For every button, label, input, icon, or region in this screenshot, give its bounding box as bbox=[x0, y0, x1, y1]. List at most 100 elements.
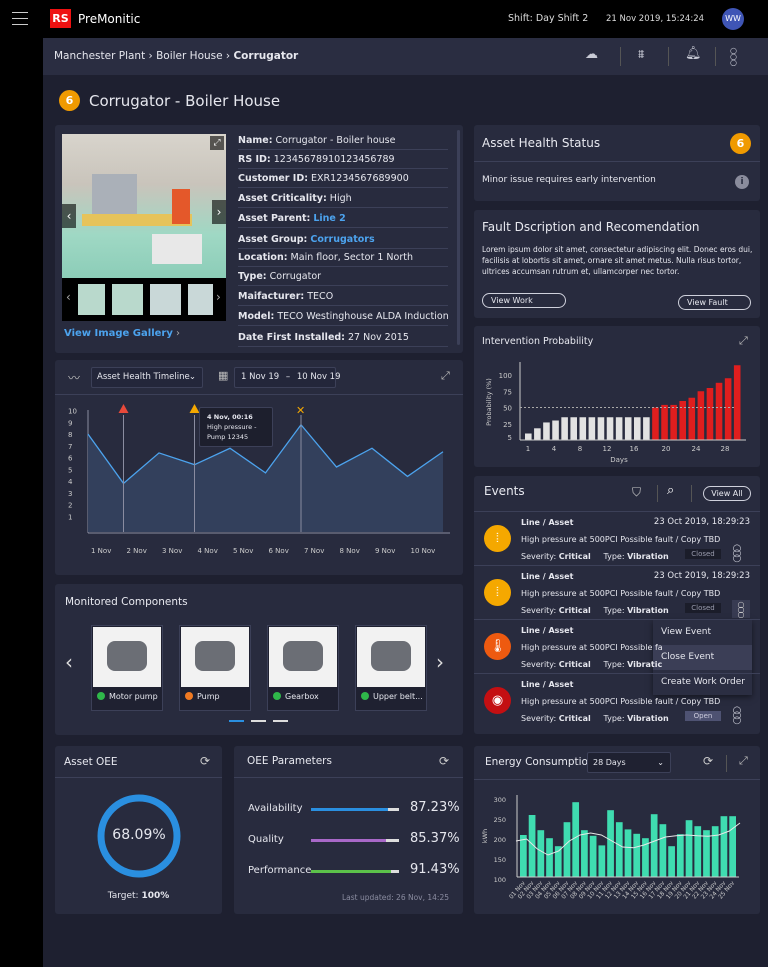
component-card[interactable]: Pump bbox=[179, 625, 251, 711]
asset-health-status-panel: Asset Health Status 6 Minor issue requir… bbox=[474, 125, 760, 201]
energy-bar bbox=[520, 835, 527, 877]
cloud-upload-icon[interactable]: ☁ bbox=[585, 47, 598, 62]
panel-title: Events bbox=[484, 484, 525, 498]
pagination-dot-active[interactable] bbox=[229, 720, 244, 722]
y-tick-label: 250 bbox=[494, 816, 506, 824]
carousel-prev-icon[interactable]: ‹ bbox=[65, 650, 73, 674]
event-item[interactable]: 🌡︎ Line / Asset High pressure at 500PCI Po… bbox=[474, 619, 760, 673]
asset-image[interactable]: ‹ › ⤢ bbox=[62, 134, 226, 278]
refresh-icon[interactable]: ⟳ bbox=[439, 754, 450, 768]
expand-icon[interactable]: ⤢ bbox=[441, 369, 450, 382]
view-image-gallery-link[interactable]: View Image Gallery › bbox=[64, 328, 181, 339]
image-next-button[interactable]: › bbox=[212, 200, 226, 224]
carousel-next-icon[interactable]: › bbox=[436, 650, 444, 674]
filter-icon[interactable]: ⛉ bbox=[632, 485, 642, 499]
view-work-button[interactable]: View Work bbox=[482, 293, 566, 308]
more-options-icon[interactable]: ○ ○ ○ bbox=[730, 46, 737, 67]
view-all-button[interactable]: View All bbox=[703, 486, 751, 501]
menu-item-create-work-order[interactable]: Create Work Order bbox=[661, 677, 745, 687]
thumb-prev-icon[interactable]: ‹ bbox=[66, 290, 71, 304]
y-tick-label: 10 bbox=[68, 408, 77, 416]
more-options-icon[interactable]: ○ ○ ○ bbox=[737, 600, 745, 619]
event-options-button-active[interactable]: ○ ○ ○ bbox=[732, 600, 750, 619]
calendar-icon[interactable]: ▦ bbox=[218, 369, 229, 382]
info-value[interactable]: Line 2 bbox=[313, 213, 346, 224]
asset-oee-panel: Asset OEE ⟳ 68.09% Target: 100% bbox=[55, 746, 222, 914]
current-datetime: 21 Nov 2019, 15:24:24 bbox=[606, 14, 705, 24]
pump-image bbox=[181, 627, 249, 687]
info-row: Asset Group: Corrugators bbox=[238, 230, 448, 249]
event-status-badge: Open bbox=[685, 711, 721, 721]
timeline-selector[interactable]: Asset Health Timeline ⌄ bbox=[91, 367, 203, 388]
thumbnail[interactable] bbox=[78, 284, 105, 315]
info-label: Date First Installed: bbox=[238, 332, 345, 343]
date-range-input[interactable]: 1 Nov 19 – 10 Nov 19 bbox=[234, 367, 341, 388]
thumbnail-strip: ‹ › bbox=[62, 278, 226, 321]
event-item[interactable]: ⦙ Line / Asset 23 Oct 2019, 18:29:23 High p… bbox=[474, 511, 760, 565]
info-icon[interactable]: i bbox=[735, 175, 749, 189]
info-row: Asset Criticality: High bbox=[238, 189, 448, 208]
panel-title: Asset OEE bbox=[64, 756, 118, 768]
pagination-dot[interactable] bbox=[273, 720, 288, 722]
image-prev-button[interactable]: ‹ bbox=[62, 204, 76, 228]
thumbnail[interactable] bbox=[188, 284, 213, 315]
info-row: Location: Main floor, Sector 1 North bbox=[238, 248, 448, 267]
component-card[interactable]: Gearbox bbox=[267, 625, 339, 711]
component-name: Motor pump bbox=[97, 692, 158, 701]
event-item[interactable]: ⦙ Line / Asset 23 Oct 2019, 18:29:23 High p… bbox=[474, 565, 760, 619]
info-value[interactable]: Corrugators bbox=[310, 234, 375, 245]
event-description: High pressure at 500PCI Possible fault /… bbox=[521, 535, 721, 544]
more-options-icon[interactable]: ○ ○ ○ bbox=[732, 705, 742, 726]
info-label: Customer ID: bbox=[238, 173, 309, 184]
event-path: Line / Asset bbox=[521, 680, 574, 689]
y-tick-label: 9 bbox=[68, 419, 72, 427]
pagination-dot[interactable] bbox=[251, 720, 266, 722]
period-select[interactable]: 28 Days ⌄ bbox=[587, 752, 671, 773]
bell-icon[interactable]: 🔔︎ bbox=[685, 46, 702, 61]
menu-item-view-event[interactable]: View Event bbox=[661, 627, 712, 637]
info-value: EXR1234567689900 bbox=[311, 173, 409, 184]
component-card[interactable]: Motor pump bbox=[91, 625, 163, 711]
probability-bar bbox=[552, 420, 559, 440]
hierarchy-icon[interactable]: ⩩ bbox=[638, 47, 645, 61]
divider bbox=[726, 755, 727, 772]
hamburger-menu-icon[interactable] bbox=[12, 12, 28, 25]
expand-icon[interactable]: ⤢ bbox=[739, 334, 748, 347]
x-tick-label: 24 bbox=[692, 445, 701, 453]
divider bbox=[715, 47, 716, 66]
probability-bar bbox=[561, 417, 568, 440]
energy-bar bbox=[642, 838, 649, 877]
search-icon[interactable]: ⌕ bbox=[667, 483, 675, 498]
view-fault-button[interactable]: View Fault bbox=[678, 295, 751, 310]
menu-item-close-event[interactable]: Close Event bbox=[653, 645, 752, 670]
event-item[interactable]: ◉ Line / Asset High pressure at 500PCI Pos… bbox=[474, 673, 760, 727]
chevron-right-icon: › bbox=[148, 50, 157, 62]
fullscreen-icon[interactable]: ⤢ bbox=[210, 136, 224, 150]
oee-param-value: 91.43% bbox=[410, 862, 460, 877]
info-label: Location: bbox=[238, 252, 288, 263]
energy-bar bbox=[668, 846, 675, 877]
breadcrumb-item[interactable]: Manchester Plant bbox=[54, 50, 146, 62]
oee-param-name: Availability bbox=[248, 803, 303, 814]
probability-bar bbox=[733, 365, 741, 440]
event-date: 23 Oct 2019, 18:29:23 bbox=[653, 517, 750, 527]
component-card[interactable]: Upper belt... bbox=[355, 625, 427, 711]
thumb-next-icon[interactable]: › bbox=[216, 290, 221, 304]
more-options-icon[interactable]: ○ ○ ○ bbox=[732, 543, 742, 564]
refresh-icon[interactable]: ⟳ bbox=[703, 754, 714, 768]
refresh-icon[interactable]: ⟳ bbox=[200, 754, 211, 768]
thumbnail[interactable] bbox=[150, 284, 181, 315]
user-avatar[interactable]: WW bbox=[722, 8, 744, 30]
x-tick-label: 2 Nov bbox=[127, 547, 147, 555]
divider bbox=[668, 47, 669, 66]
wrench-icon: ✕ bbox=[296, 404, 305, 417]
scrollbar[interactable] bbox=[457, 130, 460, 345]
probability-bar bbox=[679, 401, 686, 440]
expand-icon[interactable]: ⤢ bbox=[739, 754, 748, 767]
thumbnail[interactable] bbox=[112, 284, 143, 315]
energy-bar bbox=[607, 810, 614, 877]
vibration-icon: ⦙ bbox=[484, 525, 511, 552]
breadcrumb-item[interactable]: Boiler House bbox=[156, 50, 223, 62]
oee-param-row: Quality 85.37% bbox=[248, 831, 460, 846]
date-to: 10 Nov 19 bbox=[296, 372, 341, 382]
